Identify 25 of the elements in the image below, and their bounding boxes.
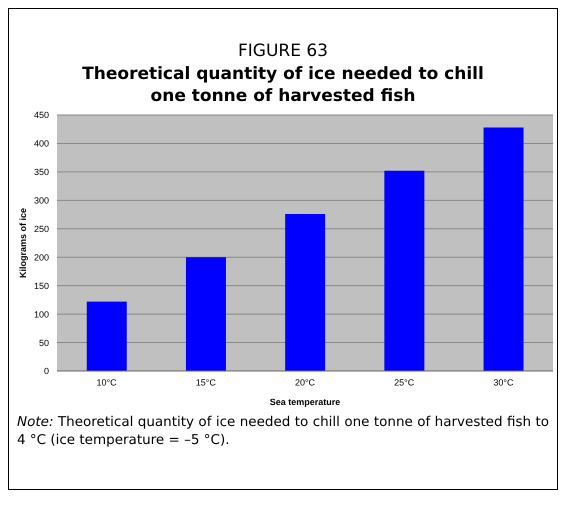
y-tick-label: 50: [38, 338, 49, 348]
y-tick-label: 150: [34, 280, 49, 291]
y-tick-label: 450: [34, 110, 49, 120]
x-tick-label: 10°C: [96, 377, 118, 388]
chart-subtitle: Theoretical quantity of ice needed to chill one tonne of harvested fish: [81, 63, 485, 107]
bar: [186, 257, 226, 371]
bar: [384, 170, 424, 371]
bar: [86, 302, 127, 371]
y-tick-label: 250: [34, 224, 49, 234]
y-tick-label: 200: [34, 252, 49, 262]
x-tick-label: 30°C: [493, 377, 514, 388]
bar: [285, 214, 326, 371]
y-tick-label: 350: [34, 167, 49, 178]
y-tick-label: 300: [34, 196, 49, 206]
y-tick-label: 100: [34, 309, 49, 320]
x-tick-label: 15°C: [196, 377, 216, 388]
x-tick-label: 25°C: [394, 377, 415, 388]
y-tick-label: 0: [44, 366, 49, 376]
y-tick-label: 400: [34, 138, 49, 149]
x-axis-title: Sea temperature: [270, 397, 340, 407]
y-axis-title: Kilograms of ice: [18, 208, 28, 278]
bar: [484, 128, 524, 371]
text: Note: Theoretical quantity of ice needed to chill one tonne of harvested fish to 4 °C (ice temperature = –5 °C).: [17, 414, 549, 448]
x-tick-label: 20°C: [294, 377, 316, 388]
chart-title: FIGURE 63: [237, 41, 329, 61]
